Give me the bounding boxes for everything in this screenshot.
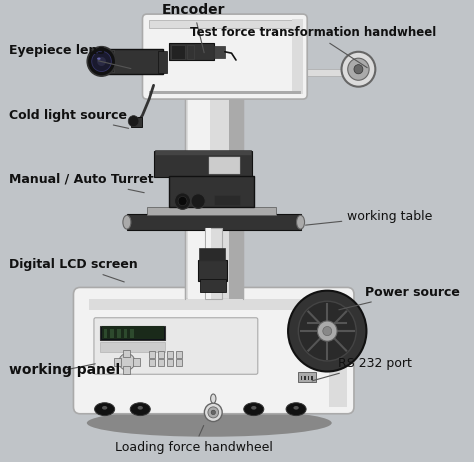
Bar — [149, 91, 301, 95]
Text: Cold light source: Cold light source — [9, 109, 128, 128]
Bar — [89, 299, 338, 310]
Bar — [198, 260, 227, 280]
Bar — [205, 228, 222, 299]
Bar — [304, 376, 306, 380]
Text: Digital LCD screen: Digital LCD screen — [9, 258, 137, 282]
Bar — [169, 43, 214, 60]
Bar — [100, 341, 165, 352]
Bar — [206, 228, 210, 299]
Bar — [200, 249, 225, 260]
Circle shape — [191, 194, 205, 208]
Bar — [185, 42, 243, 299]
FancyBboxPatch shape — [143, 14, 307, 99]
Circle shape — [341, 52, 375, 87]
Bar — [311, 376, 313, 380]
Ellipse shape — [87, 409, 332, 437]
Bar — [98, 49, 163, 74]
Text: Test force transformation handwheel: Test force transformation handwheel — [190, 26, 437, 68]
Text: Loading force handwheel: Loading force handwheel — [115, 426, 273, 454]
Text: Power source: Power source — [339, 286, 460, 310]
Bar — [149, 351, 155, 358]
Bar — [158, 359, 164, 365]
Ellipse shape — [244, 403, 264, 416]
Circle shape — [354, 65, 363, 74]
Bar — [292, 18, 303, 95]
FancyBboxPatch shape — [73, 287, 354, 414]
FancyBboxPatch shape — [94, 318, 258, 374]
Bar — [172, 45, 185, 59]
Circle shape — [208, 407, 219, 418]
Bar — [158, 351, 164, 358]
Bar — [167, 351, 173, 358]
Bar — [214, 46, 225, 58]
Text: Manual / Auto Turret: Manual / Auto Turret — [9, 173, 154, 193]
Bar — [127, 214, 301, 230]
Bar — [176, 351, 182, 358]
Bar — [123, 366, 130, 374]
Text: working panel: working panel — [9, 363, 120, 377]
Text: working table: working table — [306, 210, 433, 225]
Bar — [147, 207, 276, 215]
Bar — [188, 42, 210, 299]
Bar — [167, 359, 173, 365]
Ellipse shape — [137, 406, 143, 410]
Ellipse shape — [130, 403, 150, 416]
Circle shape — [128, 116, 139, 127]
Bar — [154, 151, 252, 177]
Bar — [100, 326, 165, 340]
Circle shape — [288, 291, 366, 371]
Ellipse shape — [251, 406, 256, 410]
Bar — [298, 371, 316, 382]
Text: RS 232 port: RS 232 port — [312, 357, 412, 381]
Ellipse shape — [210, 394, 216, 403]
Ellipse shape — [286, 403, 306, 416]
Ellipse shape — [102, 406, 107, 410]
Bar — [101, 327, 164, 340]
Bar — [229, 42, 243, 299]
Text: Eyepiece lens: Eyepiece lens — [9, 44, 131, 68]
Bar — [110, 329, 114, 338]
Circle shape — [87, 47, 116, 76]
Circle shape — [318, 321, 337, 341]
Circle shape — [348, 58, 369, 80]
Circle shape — [174, 193, 191, 209]
Bar — [176, 359, 182, 365]
Text: Encoder: Encoder — [162, 3, 226, 53]
Bar — [169, 176, 254, 207]
Bar — [117, 329, 121, 338]
Bar — [149, 359, 155, 365]
Circle shape — [119, 353, 135, 370]
Circle shape — [298, 301, 356, 361]
Bar — [155, 150, 251, 155]
Bar — [308, 376, 310, 380]
Circle shape — [211, 410, 216, 415]
Circle shape — [92, 51, 111, 72]
Bar — [301, 376, 302, 380]
Circle shape — [323, 327, 332, 336]
Ellipse shape — [97, 57, 100, 60]
Bar — [130, 329, 134, 338]
Circle shape — [97, 57, 106, 66]
Bar — [158, 51, 167, 73]
Ellipse shape — [95, 403, 115, 416]
Circle shape — [204, 403, 222, 421]
Bar — [214, 195, 240, 205]
Bar — [104, 329, 107, 338]
Bar — [131, 116, 143, 127]
Bar — [209, 158, 240, 174]
Ellipse shape — [297, 215, 305, 229]
Ellipse shape — [293, 406, 299, 410]
Bar — [105, 50, 114, 73]
Bar — [123, 350, 130, 357]
Bar — [149, 19, 301, 28]
Bar — [114, 358, 121, 365]
Bar — [133, 358, 140, 365]
Ellipse shape — [123, 215, 131, 229]
Bar — [201, 279, 226, 292]
Bar — [303, 69, 356, 76]
Bar — [124, 329, 128, 338]
Bar — [187, 45, 194, 59]
Bar — [329, 294, 347, 407]
Circle shape — [178, 196, 187, 206]
